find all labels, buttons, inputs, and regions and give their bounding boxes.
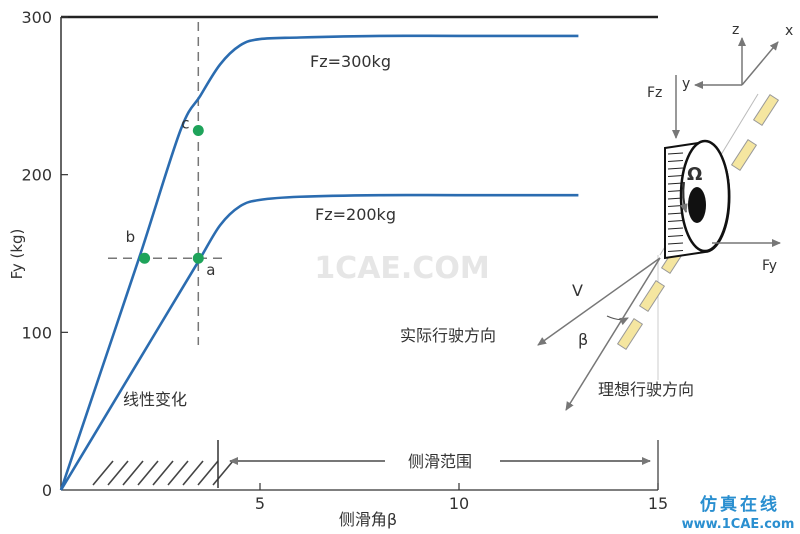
- sideslip-range-label: 侧滑范围: [408, 452, 472, 471]
- point-label: c: [181, 115, 189, 133]
- beta-label: β: [578, 330, 588, 349]
- axis-x-label: x: [785, 23, 793, 39]
- hatch-line: [152, 460, 174, 486]
- tread-line: [667, 152, 684, 155]
- x-tick-label: 15: [648, 494, 668, 513]
- hatch-line: [107, 460, 129, 486]
- fy-label: Fy: [762, 258, 777, 274]
- tire: Ω: [664, 139, 731, 260]
- beta-angle-arc: [606, 315, 629, 326]
- hatch-line: [182, 460, 204, 486]
- corner-watermark-title: 仿真在线: [700, 494, 780, 515]
- velocity-label: V: [572, 281, 583, 300]
- contact-patch: [638, 280, 666, 312]
- tire-diagram: z x y Fz Ω Fy V β 实际行驶方向 理想行驶方向: [400, 22, 793, 411]
- axis-y-label: y: [682, 76, 690, 92]
- point-label: b: [126, 228, 136, 246]
- y-tick-label: 300: [21, 8, 52, 27]
- y-tick-label: 0: [42, 481, 52, 500]
- points-layer: a b c: [126, 115, 216, 280]
- tread-line: [667, 250, 684, 252]
- x-axis-label: 侧滑角β: [339, 510, 397, 529]
- hatch-line: [92, 460, 114, 486]
- y-tick-label: 100: [21, 323, 52, 342]
- hatch-line: [212, 460, 234, 486]
- contact-patch: [730, 139, 758, 171]
- tread-line: [667, 227, 684, 230]
- coordinate-axes: [694, 37, 779, 89]
- contact-patch: [616, 318, 644, 350]
- series-layer: [59, 34, 579, 491]
- rotation-arrow: [679, 181, 688, 213]
- y-ticks: 0 100 200 300: [21, 8, 68, 500]
- tire-hub: [688, 187, 706, 223]
- hatch-line: [167, 460, 189, 486]
- series-line: [59, 193, 579, 491]
- hatch-line: [122, 460, 144, 486]
- tread-line: [667, 220, 684, 222]
- series-300-label: Fz=300kg: [310, 52, 391, 71]
- tread-line: [667, 235, 684, 237]
- series-line: [59, 34, 579, 491]
- actual-direction-label: 实际行驶方向: [400, 326, 496, 345]
- tread-line: [667, 160, 684, 162]
- data-point: [192, 125, 204, 137]
- omega-label: Ω: [687, 164, 702, 185]
- y-axis-label: Fy (kg): [8, 229, 26, 280]
- hatch-line: [197, 460, 219, 486]
- point-label: a: [206, 261, 215, 279]
- tread-line: [667, 242, 684, 245]
- series-200-label: Fz=200kg: [315, 205, 396, 224]
- fz-label: Fz: [647, 85, 662, 101]
- axis-z-label: z: [732, 22, 739, 38]
- corner-watermark-url: www.1CAE.com: [682, 517, 795, 532]
- data-point: [192, 252, 204, 264]
- center-watermark: 1CAE.COM: [314, 251, 489, 286]
- tire-sidewall: [679, 139, 731, 253]
- hatch-line: [137, 460, 159, 486]
- x-axis-arrow: [741, 41, 779, 86]
- tread-line: [667, 212, 684, 215]
- actual-direction-arrow: [537, 257, 661, 346]
- tread-line: [667, 175, 684, 177]
- x-ticks: 5 10 15: [255, 483, 668, 513]
- x-tick-label: 5: [255, 494, 265, 513]
- ideal-direction-label: 理想行驶方向: [598, 380, 694, 399]
- contact-patch: [752, 94, 780, 126]
- y-tick-label: 200: [21, 166, 52, 185]
- data-point: [139, 252, 151, 264]
- sideslip-range-bracket: 侧滑范围: [217, 440, 651, 488]
- corner-watermark: 仿真在线 www.1CAE.com: [682, 494, 795, 532]
- ideal-direction-arrow: [565, 257, 661, 411]
- hatch-region: [92, 460, 234, 486]
- tread-line: [667, 167, 684, 170]
- plot-frame: [60, 15, 659, 491]
- linear-region-label: 线性变化: [123, 390, 187, 409]
- x-tick-label: 10: [449, 494, 469, 513]
